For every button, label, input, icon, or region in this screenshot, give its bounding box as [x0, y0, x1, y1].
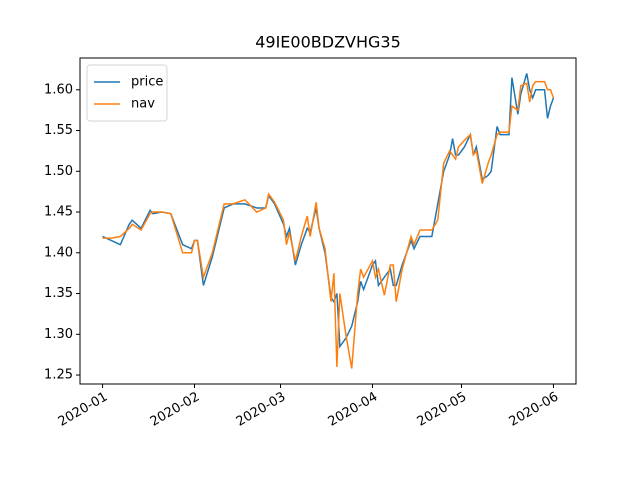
legend-label: price [131, 75, 163, 90]
y-tick-label: 1.50 [44, 164, 73, 179]
legend-box [86, 64, 168, 122]
y-tick-label: 1.25 [44, 368, 73, 383]
x-tick-label: 2020-01 [56, 390, 111, 430]
chart-title: 49IE00BDZVHG35 [255, 33, 401, 52]
legend-label: nav [131, 97, 155, 112]
x-tick-label: 2020-05 [415, 390, 470, 430]
plot-frame [79, 57, 577, 385]
y-tick-label: 1.30 [44, 327, 73, 342]
y-tick-label: 1.40 [44, 245, 73, 260]
x-tick-label: 2020-02 [148, 390, 203, 430]
x-tick-label: 2020-04 [326, 390, 381, 430]
line [102, 80, 555, 369]
x-tick-label: 2020-03 [234, 390, 289, 430]
y-tick-label: 1.35 [44, 286, 73, 301]
y-tick-label: 1.45 [44, 205, 73, 220]
y-tick-label: 1.60 [44, 82, 73, 97]
line [102, 73, 555, 349]
y-tick-label: 1.55 [44, 123, 73, 138]
x-tick-label: 2020-06 [507, 390, 562, 430]
